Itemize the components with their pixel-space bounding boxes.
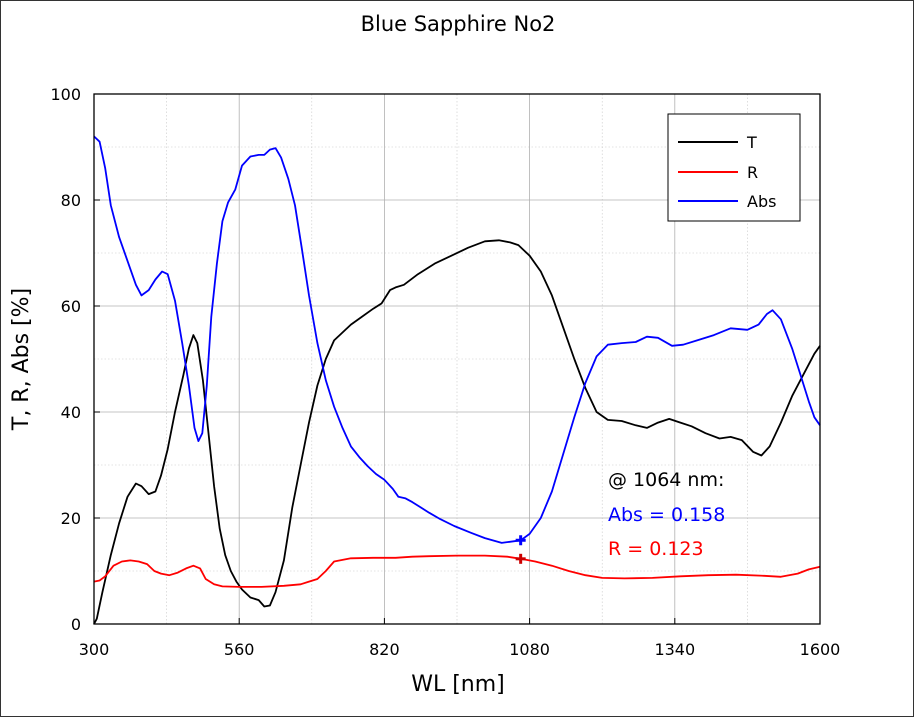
legend-label-r: R [747,163,758,182]
legend: T R Abs [667,113,801,222]
x-tick-label: 1600 [800,640,841,659]
annotation-wavelength: @ 1064 nm: [608,469,724,491]
x-tick-label: 300 [79,640,110,659]
marker-abs-1064 [515,535,526,546]
plot-frame [93,93,821,625]
legend-box [667,113,801,222]
annotation-r: R = 0.123 [608,538,704,560]
legend-label-t: T [746,133,757,152]
annotation-abs: Abs = 0.158 [608,504,725,526]
series-layer [93,135,821,625]
legend-label-abs: Abs [747,192,776,211]
x-tick-label: 1080 [509,640,550,659]
y-tick-label: 100 [50,85,81,104]
x-tick-label: 560 [224,640,255,659]
chart-title: Blue Sapphire No2 [361,12,556,36]
marker-layer [515,535,526,564]
y-tick-label: 60 [61,297,81,316]
annotation-block: @ 1064 nm: Abs = 0.158 R = 0.123 [608,469,725,560]
series-line-t [93,239,821,625]
x-axis-ticks: 300 560 820 1080 1340 1600 [79,618,841,659]
y-axis-label: T, R, Abs [%] [9,288,34,431]
y-tick-label: 80 [61,191,81,210]
y-tick-label: 40 [61,403,81,422]
y-tick-label: 0 [71,615,81,634]
x-tick-label: 820 [369,640,400,659]
series-line-abs [93,135,821,544]
y-axis-ticks: 0 20 40 60 80 100 [50,85,100,634]
x-axis-label: WL [nm] [411,672,505,697]
y-tick-label: 20 [61,509,81,528]
series-line-r [93,554,821,588]
x-tick-label: 1340 [654,640,695,659]
marker-r-1064 [515,553,526,564]
